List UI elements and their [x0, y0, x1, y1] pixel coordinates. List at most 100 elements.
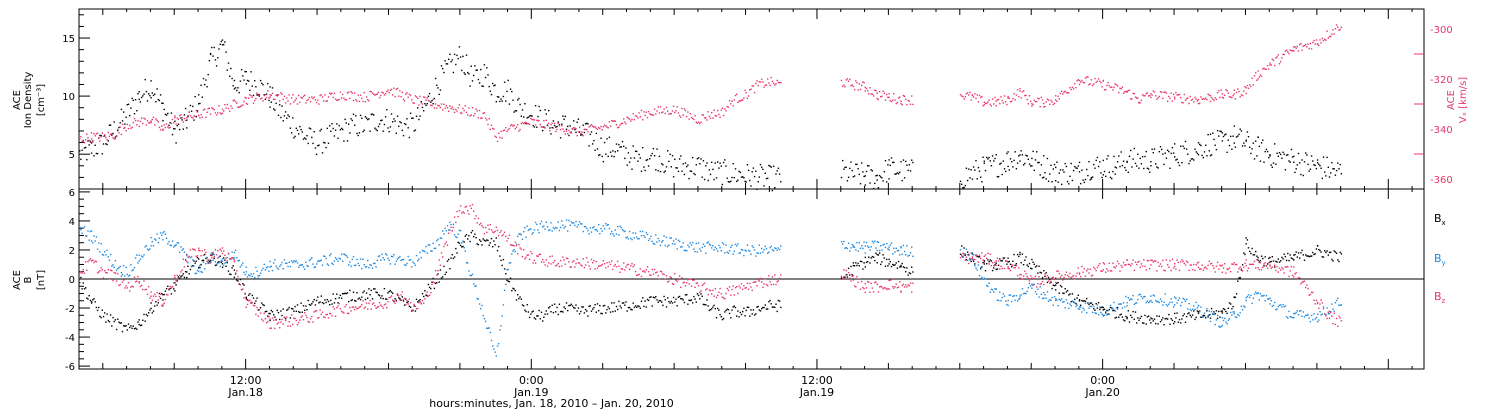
- by-point: [1142, 298, 1143, 299]
- vx-point: [697, 123, 698, 124]
- density-point: [741, 177, 742, 178]
- bx-point: [252, 295, 253, 296]
- by-point: [584, 226, 585, 227]
- density-point: [1056, 162, 1057, 163]
- bx-point: [699, 298, 700, 299]
- by-point: [1035, 291, 1036, 292]
- vx-point: [518, 131, 519, 132]
- by-point: [846, 247, 847, 248]
- vx-point: [1236, 92, 1237, 93]
- vx-point: [588, 126, 589, 127]
- vx-point: [387, 90, 388, 91]
- density-point: [1263, 162, 1264, 163]
- vx-point: [243, 101, 244, 102]
- density-point: [324, 142, 325, 143]
- by-point: [91, 230, 92, 231]
- bz-point: [543, 262, 544, 263]
- density-point: [1257, 137, 1258, 138]
- bz-point: [99, 270, 100, 271]
- bx-point: [398, 297, 399, 298]
- by-point: [392, 256, 393, 257]
- bx-point: [1172, 320, 1173, 321]
- vx-point: [747, 98, 748, 99]
- density-point: [636, 151, 637, 152]
- bx-point: [1126, 318, 1127, 319]
- by-point: [1250, 295, 1251, 296]
- density-point: [731, 177, 732, 178]
- bx-point: [1242, 264, 1243, 265]
- density-point: [1048, 181, 1049, 182]
- by-point: [1057, 305, 1058, 306]
- by-point: [236, 257, 237, 258]
- vx-point: [210, 114, 211, 115]
- density-point: [481, 85, 482, 86]
- by-point: [968, 255, 969, 256]
- by-point: [1112, 308, 1113, 309]
- bz-point: [481, 225, 482, 226]
- bx-point: [458, 242, 459, 243]
- bx-point: [1129, 321, 1130, 322]
- density-point: [1305, 152, 1306, 153]
- by-point: [486, 328, 487, 329]
- bx-point: [1049, 279, 1050, 280]
- bx-point: [743, 308, 744, 309]
- bz-point: [294, 318, 295, 319]
- by-point: [1254, 293, 1255, 294]
- bz-point: [230, 258, 231, 259]
- by-point: [1115, 311, 1116, 312]
- density-point: [911, 160, 912, 161]
- bx-point: [1121, 314, 1122, 315]
- density-point: [521, 116, 522, 117]
- density-point: [146, 91, 147, 92]
- bz-point: [128, 282, 129, 283]
- density-point: [696, 164, 697, 165]
- density-point: [95, 145, 96, 146]
- by-point: [246, 267, 247, 268]
- density-point: [409, 137, 410, 138]
- by-point: [1256, 293, 1257, 294]
- by-point: [309, 260, 310, 261]
- vx-point: [1221, 90, 1222, 91]
- bx-point: [161, 293, 162, 294]
- vx-point: [865, 87, 866, 88]
- vx-point: [653, 115, 654, 116]
- bz-point: [118, 285, 119, 286]
- by-point: [1047, 291, 1048, 292]
- bx-point: [973, 261, 974, 262]
- by-point: [760, 253, 761, 254]
- vx-point: [879, 91, 880, 92]
- vx-point: [315, 99, 316, 100]
- by-point: [1149, 301, 1150, 302]
- bz-point: [92, 260, 93, 261]
- bx-point: [111, 325, 112, 326]
- bx-point: [1040, 272, 1041, 273]
- vx-point: [274, 99, 275, 100]
- by-point: [1269, 298, 1270, 299]
- by-point: [906, 245, 907, 246]
- b-tick-label: -6: [65, 362, 75, 373]
- bx-point: [1218, 311, 1219, 312]
- bz-point: [891, 279, 892, 280]
- bz-point: [429, 295, 430, 296]
- vx-point: [981, 96, 982, 97]
- bx-point: [996, 269, 997, 270]
- bx-point: [640, 308, 641, 309]
- by-point: [83, 227, 84, 228]
- density-point: [604, 142, 605, 143]
- by-point: [253, 273, 254, 274]
- by-point: [898, 250, 899, 251]
- by-point: [658, 238, 659, 239]
- bx-point: [618, 301, 619, 302]
- density-point: [274, 110, 275, 111]
- density-point: [997, 176, 998, 177]
- bz-point: [393, 300, 394, 301]
- vx-point: [1219, 97, 1220, 98]
- bx-point: [738, 316, 739, 317]
- vx-point: [710, 118, 711, 119]
- by-point: [122, 274, 123, 275]
- by-point: [775, 248, 776, 249]
- vx-point: [997, 99, 998, 100]
- density-point: [630, 157, 631, 158]
- vx-point: [717, 110, 718, 111]
- by-point: [143, 254, 144, 255]
